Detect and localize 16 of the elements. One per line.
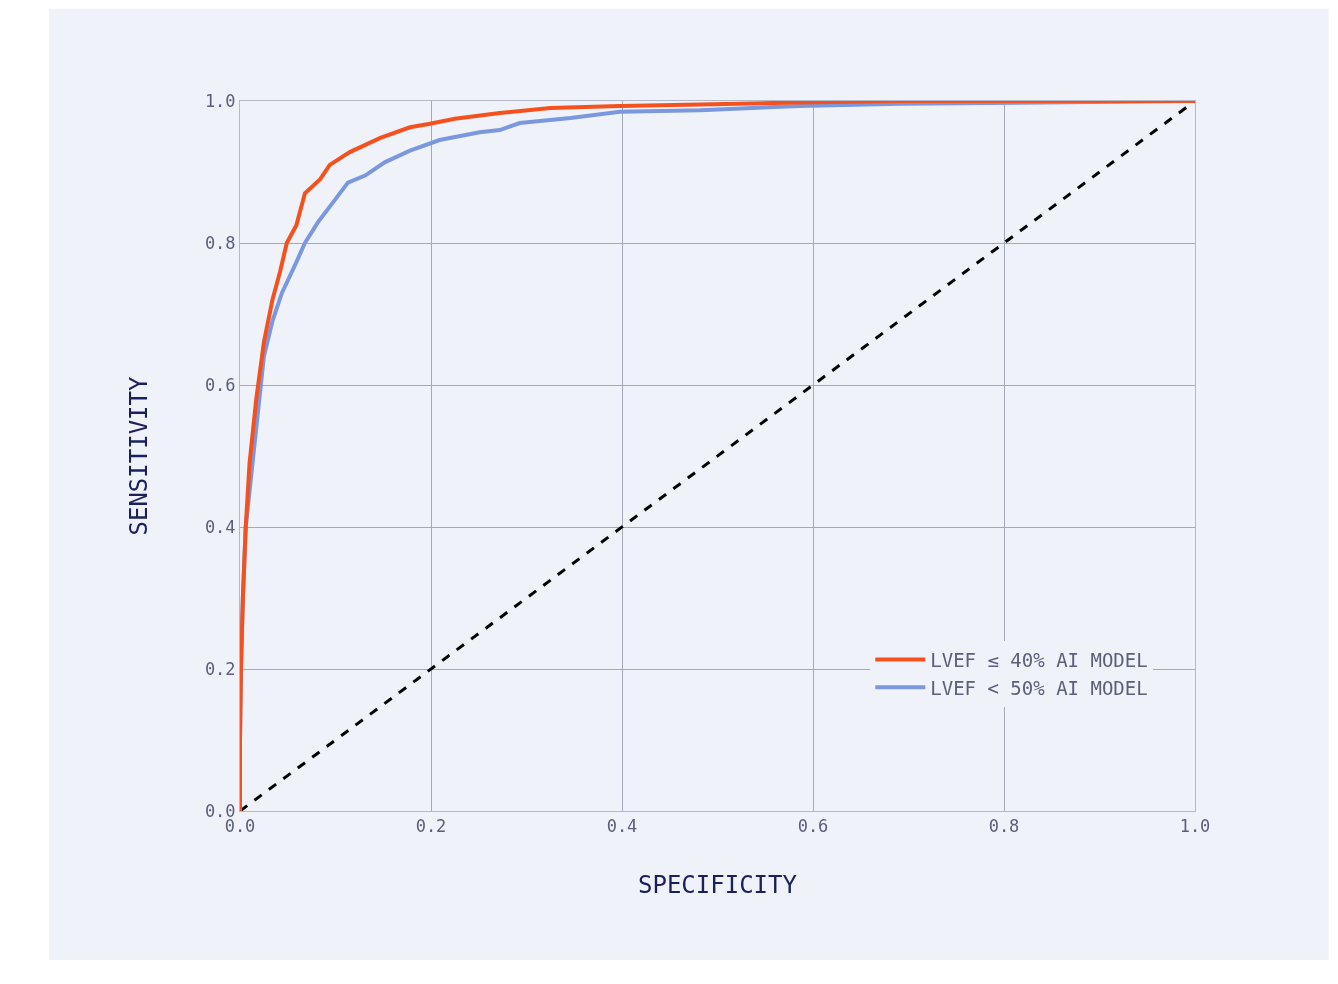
y-tick-label: 1.0 [204,90,236,111]
y-tick-label: 0.6 [204,374,236,395]
x-tick-label: 0.6 [797,816,829,837]
x-tick-label: 0.4 [606,816,638,837]
y-axis-title: SENSITIVITY [124,375,153,536]
legend-label: LVEF < 50% AI MODEL [930,676,1148,699]
x-tick-label: 1.0 [1179,816,1211,837]
x-tick-label: 0.8 [988,816,1020,837]
x-tick-label: 0.2 [415,816,447,837]
legend-label: LVEF ≤ 40% AI MODEL [930,648,1148,671]
x-tick-label: 0.0 [224,816,256,837]
y-tick-label: 0.4 [204,516,236,537]
line-series [240,101,1195,811]
x-axis-title: SPECIFICITY [638,870,798,899]
y-tick-label: 0.8 [204,232,236,253]
y-tick-label: 0.2 [204,658,236,679]
